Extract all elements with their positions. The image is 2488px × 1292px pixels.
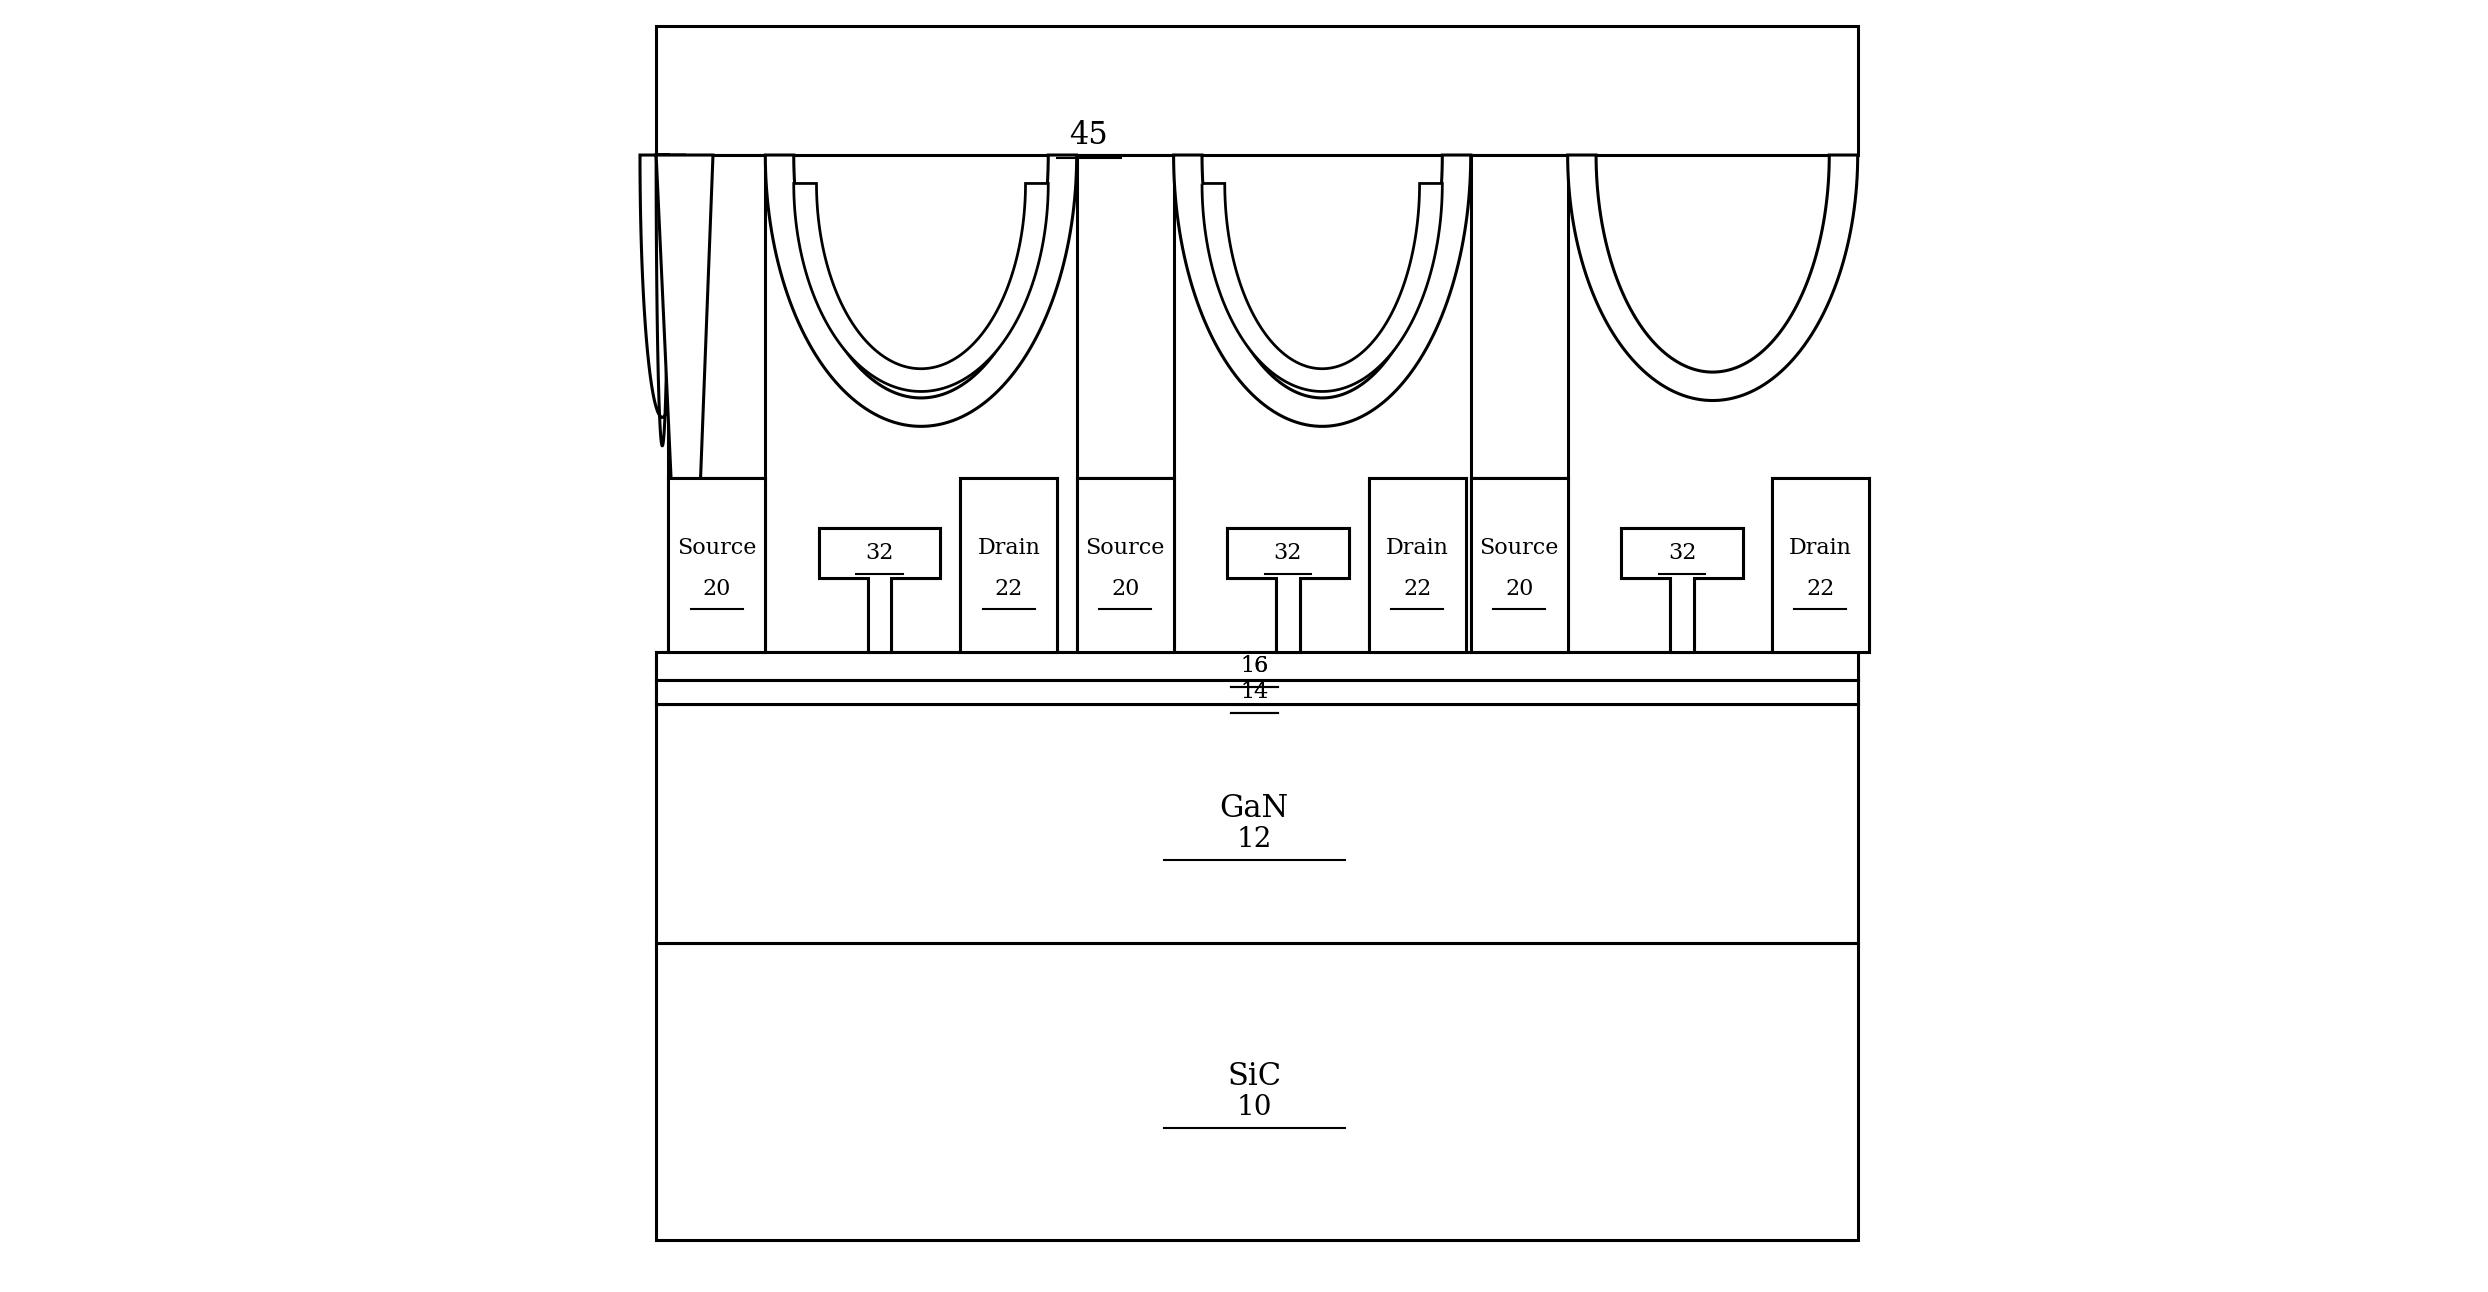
Text: 22: 22 xyxy=(1806,578,1834,599)
Polygon shape xyxy=(1368,478,1465,652)
Polygon shape xyxy=(1771,478,1868,652)
Polygon shape xyxy=(819,528,940,652)
Text: Drain: Drain xyxy=(1789,537,1851,559)
Text: 32: 32 xyxy=(1274,541,1301,565)
Text: 14: 14 xyxy=(1239,681,1269,703)
Text: Drain: Drain xyxy=(978,537,1040,559)
Text: SiC: SiC xyxy=(1227,1061,1281,1092)
Polygon shape xyxy=(639,155,684,446)
Polygon shape xyxy=(1470,155,1567,478)
Text: Source: Source xyxy=(677,537,756,559)
Polygon shape xyxy=(1470,478,1567,652)
Polygon shape xyxy=(657,26,1859,155)
Polygon shape xyxy=(669,155,766,478)
Polygon shape xyxy=(766,155,1077,426)
Polygon shape xyxy=(960,478,1057,652)
Polygon shape xyxy=(1227,528,1348,652)
Polygon shape xyxy=(819,528,940,652)
Text: 16: 16 xyxy=(1239,655,1269,677)
Text: 14: 14 xyxy=(1239,681,1269,703)
Polygon shape xyxy=(669,478,766,652)
Text: 22: 22 xyxy=(1806,578,1834,599)
Polygon shape xyxy=(1567,155,1859,401)
Text: 32: 32 xyxy=(1667,541,1697,565)
Polygon shape xyxy=(657,704,1859,943)
Polygon shape xyxy=(657,680,1859,704)
Text: 22: 22 xyxy=(1403,578,1431,599)
Polygon shape xyxy=(960,478,1057,652)
Text: Drain: Drain xyxy=(1789,537,1851,559)
Text: 32: 32 xyxy=(1274,541,1301,565)
Polygon shape xyxy=(1227,528,1348,652)
Text: 32: 32 xyxy=(866,541,893,565)
Polygon shape xyxy=(669,478,766,652)
Polygon shape xyxy=(1077,478,1174,652)
Polygon shape xyxy=(657,652,1859,680)
Text: Source: Source xyxy=(677,537,756,559)
Polygon shape xyxy=(1077,155,1174,478)
Text: 20: 20 xyxy=(1112,578,1140,599)
Polygon shape xyxy=(1622,528,1742,652)
Text: 20: 20 xyxy=(1505,578,1533,599)
Text: Source: Source xyxy=(1480,537,1560,559)
Text: 20: 20 xyxy=(702,578,731,599)
Text: Drain: Drain xyxy=(1386,537,1448,559)
Text: Source: Source xyxy=(1085,537,1164,559)
Text: 45: 45 xyxy=(1070,120,1107,151)
Text: 22: 22 xyxy=(1403,578,1431,599)
Polygon shape xyxy=(657,943,1859,1240)
Text: Source: Source xyxy=(1480,537,1560,559)
Polygon shape xyxy=(1771,478,1868,652)
Polygon shape xyxy=(1368,478,1465,652)
Text: 32: 32 xyxy=(866,541,893,565)
Polygon shape xyxy=(1622,528,1742,652)
Text: 20: 20 xyxy=(702,578,731,599)
Text: Drain: Drain xyxy=(978,537,1040,559)
Polygon shape xyxy=(657,652,1859,680)
Polygon shape xyxy=(657,155,714,491)
Text: GaN: GaN xyxy=(1219,793,1289,823)
Text: 16: 16 xyxy=(1239,655,1269,677)
Polygon shape xyxy=(1077,478,1174,652)
Text: Drain: Drain xyxy=(1386,537,1448,559)
Text: 20: 20 xyxy=(1505,578,1533,599)
Polygon shape xyxy=(657,680,1859,704)
Text: 10: 10 xyxy=(1237,1094,1271,1120)
Polygon shape xyxy=(1470,478,1567,652)
Polygon shape xyxy=(1174,155,1470,426)
Text: 32: 32 xyxy=(1667,541,1697,565)
Text: 20: 20 xyxy=(1112,578,1140,599)
Text: 12: 12 xyxy=(1237,826,1271,853)
Text: 22: 22 xyxy=(995,578,1023,599)
Polygon shape xyxy=(794,183,1047,391)
Polygon shape xyxy=(1202,183,1443,391)
Text: Source: Source xyxy=(1085,537,1164,559)
Text: 22: 22 xyxy=(995,578,1023,599)
